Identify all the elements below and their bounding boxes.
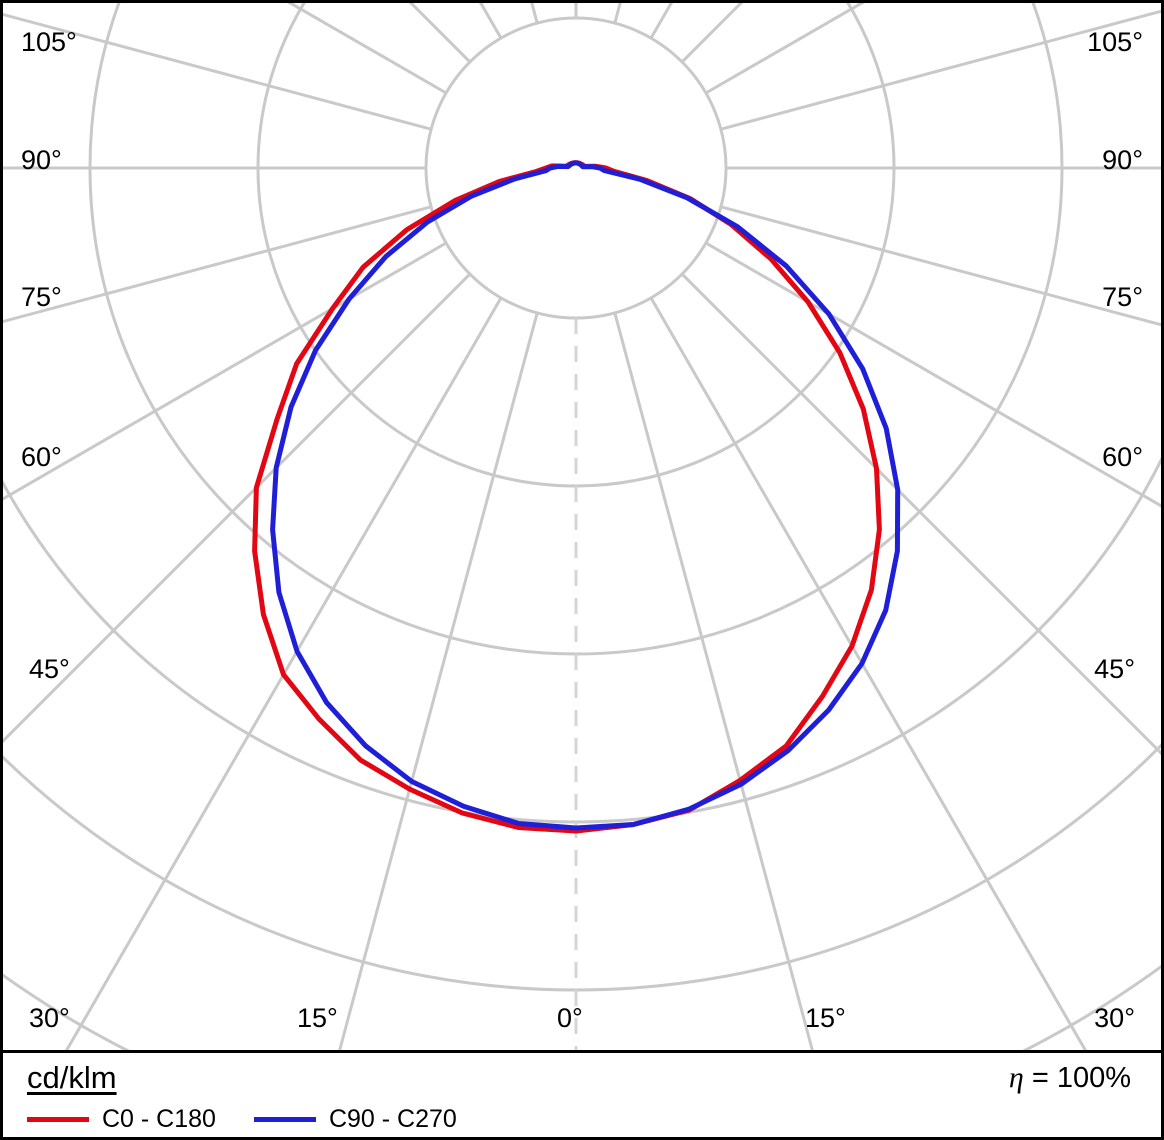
legend-area: cd/klm η = 100% C0 - C180 C90 - C270: [3, 1053, 1161, 1137]
legend-line-c0-c180: [27, 1117, 89, 1122]
angle-label-bottom-15r: 15°: [805, 1003, 846, 1033]
angle-label-bottom-30r: 30°: [1094, 1003, 1135, 1033]
angle-label-left-105: 105°: [21, 27, 77, 57]
legend-label-c90-c270: C90 - C270: [328, 1105, 457, 1133]
angle-label-left-90: 90°: [21, 145, 62, 175]
eta-symbol: η: [1008, 1061, 1024, 1094]
polar-plot-area: 105° 90° 75° 60° 45° 105° 90° 75° 60° 45…: [3, 3, 1161, 1053]
units-label: cd/klm: [27, 1060, 117, 1095]
angle-label-right-90: 90°: [1102, 145, 1143, 175]
legend-keys: C0 - C180 C90 - C270: [27, 1107, 457, 1132]
angle-label-bottom-15l: 15°: [297, 1003, 338, 1033]
legend-item-c90-c270: C90 - C270: [253, 1105, 457, 1133]
angle-label-left-45: 45°: [29, 654, 70, 684]
legend-item-c0-c180: C0 - C180: [27, 1107, 216, 1132]
angle-label-right-105: 105°: [1087, 27, 1143, 57]
angle-label-bottom-30l: 30°: [29, 1003, 70, 1033]
efficiency-label: η = 100%: [1009, 1061, 1131, 1095]
legend-line-c90-c270: [253, 1117, 316, 1122]
angle-label-right-45: 45°: [1094, 654, 1135, 684]
angle-label-right-75: 75°: [1102, 282, 1143, 312]
angle-label-left-75: 75°: [21, 282, 62, 312]
angle-label-left-60: 60°: [21, 442, 62, 472]
polar-chart-svg: [3, 3, 1161, 1050]
legend-label-c0-c180: C0 - C180: [102, 1105, 216, 1133]
eta-value: = 100%: [1031, 1062, 1131, 1094]
angle-label-right-60: 60°: [1102, 442, 1143, 472]
angle-label-bottom-0: 0°: [557, 1003, 583, 1033]
